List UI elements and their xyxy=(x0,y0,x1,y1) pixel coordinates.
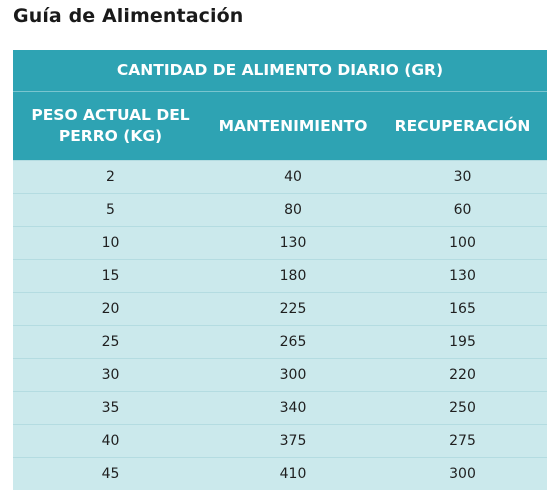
feeding-guide-table: CANTIDAD DE ALIMENTO DIARIO (GR) PESO AC… xyxy=(13,50,547,490)
cell-recovery: 30 xyxy=(378,160,547,194)
column-header-row: PESO ACTUAL DEL PERRO (KG) MANTENIMIENTO… xyxy=(13,91,547,161)
cell-recovery: 195 xyxy=(378,325,547,359)
cell-maintenance: 80 xyxy=(208,193,378,227)
cell-maintenance: 410 xyxy=(208,457,378,490)
table-row: 30 300 220 xyxy=(13,358,547,392)
cell-recovery: 220 xyxy=(378,358,547,392)
cell-weight: 40 xyxy=(13,424,208,458)
page-title: Guía de Alimentación xyxy=(13,5,244,27)
cell-maintenance: 265 xyxy=(208,325,378,359)
table-row: 45 410 300 xyxy=(13,457,547,490)
table-row: 40 375 275 xyxy=(13,424,547,458)
cell-maintenance: 180 xyxy=(208,259,378,293)
cell-maintenance: 340 xyxy=(208,391,378,425)
column-header-recovery: RECUPERACIÓN xyxy=(378,91,547,161)
cell-maintenance: 375 xyxy=(208,424,378,458)
column-header-maintenance: MANTENIMIENTO xyxy=(208,91,378,161)
cell-weight: 5 xyxy=(13,193,208,227)
cell-weight: 25 xyxy=(13,325,208,359)
group-header: CANTIDAD DE ALIMENTO DIARIO (GR) xyxy=(13,50,547,92)
cell-recovery: 300 xyxy=(378,457,547,490)
cell-recovery: 100 xyxy=(378,226,547,260)
table-body: 2 40 30 5 80 60 10 130 100 15 180 130 20 225 165 25 265 1… xyxy=(13,160,547,490)
cell-weight: 20 xyxy=(13,292,208,326)
table-row: 20 225 165 xyxy=(13,292,547,326)
cell-recovery: 60 xyxy=(378,193,547,227)
group-header-row: CANTIDAD DE ALIMENTO DIARIO (GR) xyxy=(13,50,547,92)
cell-recovery: 165 xyxy=(378,292,547,326)
table-row: 5 80 60 xyxy=(13,193,547,227)
column-header-weight: PESO ACTUAL DEL PERRO (KG) xyxy=(13,91,208,161)
cell-recovery: 250 xyxy=(378,391,547,425)
table-row: 35 340 250 xyxy=(13,391,547,425)
table-row: 10 130 100 xyxy=(13,226,547,260)
table-row: 25 265 195 xyxy=(13,325,547,359)
table-row: 2 40 30 xyxy=(13,160,547,194)
cell-maintenance: 40 xyxy=(208,160,378,194)
cell-recovery: 130 xyxy=(378,259,547,293)
cell-weight: 10 xyxy=(13,226,208,260)
cell-weight: 2 xyxy=(13,160,208,194)
cell-weight: 35 xyxy=(13,391,208,425)
cell-weight: 45 xyxy=(13,457,208,490)
cell-maintenance: 300 xyxy=(208,358,378,392)
cell-weight: 30 xyxy=(13,358,208,392)
cell-maintenance: 130 xyxy=(208,226,378,260)
cell-recovery: 275 xyxy=(378,424,547,458)
cell-weight: 15 xyxy=(13,259,208,293)
cell-maintenance: 225 xyxy=(208,292,378,326)
table-row: 15 180 130 xyxy=(13,259,547,293)
